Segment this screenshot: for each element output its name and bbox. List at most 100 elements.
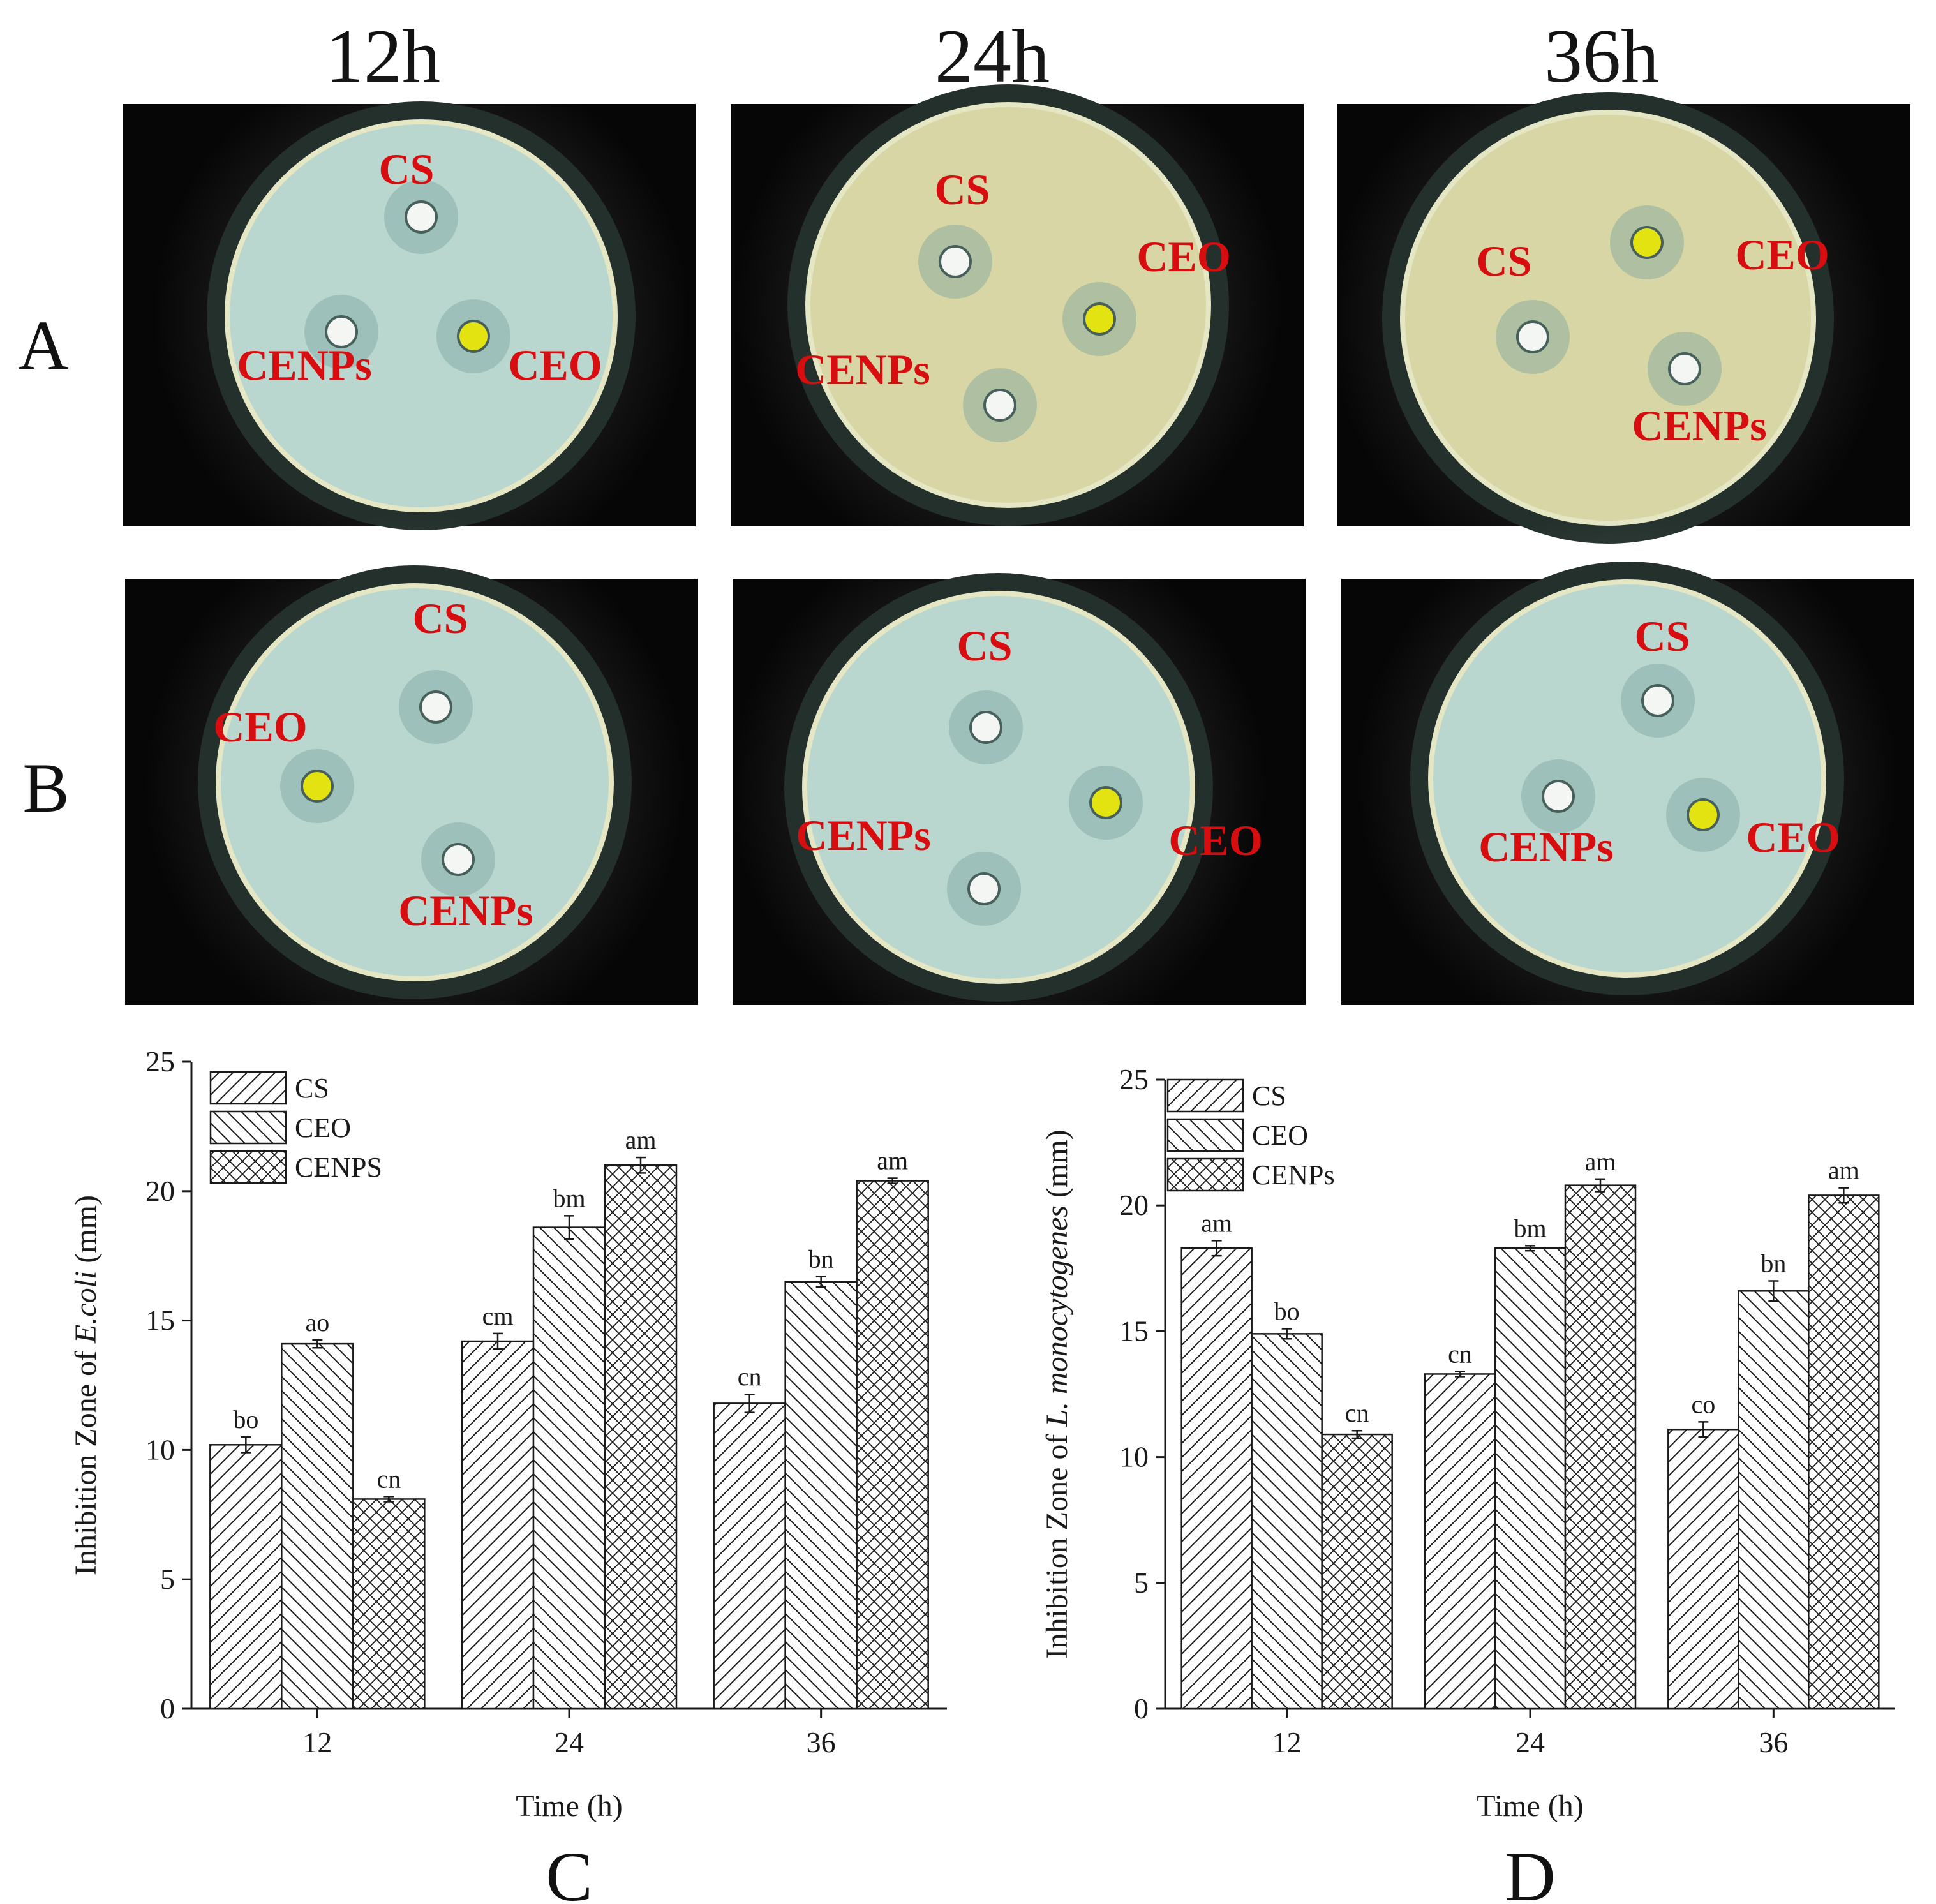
plate-label-ceo: CEO: [1735, 230, 1829, 279]
y-tick-label: 5: [160, 1563, 175, 1595]
plate-photo-a-12h: CS CENPs CEO: [123, 48, 696, 584]
agar-well: [1666, 778, 1740, 852]
legend-label-cs: CS: [1252, 1080, 1286, 1112]
error-bar: [1838, 1187, 1849, 1204]
error-bar: [887, 1177, 898, 1184]
significance-label: cm: [482, 1302, 514, 1330]
error-bar: [1351, 1429, 1362, 1439]
x-axis-title: Time (h): [1477, 1789, 1584, 1823]
bars: am cn co bo bm bn cn am am: [1180, 1147, 1880, 1710]
plate-label-cenps: CENPs: [398, 886, 533, 935]
significance-label: bo: [233, 1405, 258, 1434]
x-axis-title: Time (h): [516, 1789, 623, 1823]
legend-label-ceo: CEO: [1252, 1120, 1308, 1151]
agar-surface: [807, 596, 1190, 979]
bar-cenps-12: [352, 1498, 426, 1710]
significance-label: co: [1691, 1390, 1715, 1418]
agar-surface: [810, 107, 1206, 503]
panel-label-c: C: [546, 1838, 592, 1904]
legend-label-cenps: CENPs: [1252, 1159, 1335, 1191]
significance-label: am: [625, 1126, 657, 1154]
y-axis-title: Inhibition Zone of L. monocytogenes (mm): [1040, 1129, 1074, 1658]
bar-cenps-36: [1808, 1194, 1880, 1710]
plate-label-ceo: CEO: [1168, 816, 1262, 865]
x-tick-label: 12: [302, 1726, 332, 1759]
bar-cs-24: [1424, 1373, 1496, 1710]
significance-label: bm: [553, 1184, 585, 1212]
significance-label: bo: [1274, 1297, 1300, 1325]
agar-well: [1621, 664, 1695, 738]
legend-swatch-cenps: [209, 1150, 287, 1184]
error-bar: [1281, 1328, 1292, 1340]
agar-well: [947, 852, 1021, 926]
plate-label-cenps: CENPs: [795, 345, 930, 394]
agar-well: [1496, 300, 1570, 374]
legend-label-cenps: CENPS: [295, 1152, 382, 1183]
plate-label-cs: CS: [957, 621, 1013, 670]
error-bar: [1525, 1245, 1535, 1252]
y-tick-label: 25: [1119, 1063, 1149, 1096]
x-tick-label: 36: [807, 1726, 836, 1759]
plate-label-cenps: CENPs: [796, 811, 931, 859]
agar-well: [1648, 332, 1722, 406]
error-bar: [1768, 1280, 1779, 1302]
legend: CS CEO CENPS: [209, 1071, 382, 1184]
y-tick-label: 25: [145, 1045, 175, 1078]
plate-label-cs: CS: [935, 165, 990, 214]
bar-cs-36: [713, 1402, 786, 1710]
plate-photos: CS CENPs CEO CS CEO CENPs CS CEO CENPs CS CEO CENPs…: [123, 31, 1914, 1055]
bar-cs-36: [1667, 1428, 1739, 1710]
agar-well: [436, 299, 510, 373]
error-bar: [636, 1156, 646, 1174]
agar-well: [1521, 759, 1595, 833]
plate-photo-a-24h: CS CEO CENPs: [731, 31, 1304, 579]
agar-well: [1062, 282, 1136, 356]
plate-photo-b-24h: CS CENPs CEO: [731, 519, 1306, 1055]
plate-label-ceo: CEO: [1746, 813, 1840, 861]
error-bar: [312, 1339, 323, 1349]
bar-cenps-36: [856, 1180, 929, 1710]
plate-label-ceo: CEO: [1136, 232, 1230, 281]
agar-well: [1069, 766, 1143, 840]
agar-well: [963, 368, 1037, 442]
bars: bo cm cn ao bm bn cn am am: [209, 1126, 929, 1710]
agar-well: [304, 295, 378, 369]
plate-label-cenps: CENPs: [237, 341, 372, 389]
plate-label-cs: CS: [1477, 237, 1532, 285]
plate-photo-b-36h: CS CENPs CEO: [1341, 508, 1914, 1049]
y-tick-label: 20: [1119, 1189, 1149, 1221]
agar-well: [949, 690, 1023, 764]
bar-ceo-24: [532, 1226, 606, 1710]
agar-well: [918, 225, 992, 299]
legend-swatch-cs: [1166, 1078, 1244, 1113]
error-bar: [1698, 1421, 1709, 1438]
agar-surface: [230, 124, 613, 507]
error-bar: [1455, 1371, 1465, 1378]
agar-well: [399, 670, 473, 744]
y-tick-label: 15: [145, 1304, 175, 1337]
agar-well: [384, 180, 458, 254]
legend-label-ceo: CEO: [295, 1112, 351, 1143]
x-tick-label: 24: [1515, 1726, 1545, 1759]
bar-cs-24: [461, 1340, 535, 1710]
agar-surface: [1433, 584, 1821, 972]
row-label-b: B: [22, 749, 69, 827]
panel-label-d: D: [1505, 1838, 1555, 1904]
agar-surface: [1405, 115, 1811, 521]
bar-cs-12: [1180, 1247, 1253, 1710]
y-tick-label: 15: [1119, 1314, 1149, 1347]
bar-cenps-12: [1321, 1433, 1393, 1710]
y-axis-title: Inhibition Zone of E.coli (mm): [69, 1195, 103, 1575]
x-tick-label: 24: [555, 1726, 584, 1759]
significance-label: am: [1585, 1147, 1616, 1176]
bar-ceo-24: [1494, 1247, 1567, 1710]
significance-label: bm: [1514, 1214, 1546, 1242]
plate-label-cenps: CENPs: [1478, 822, 1614, 871]
bar-ceo-36: [1738, 1290, 1810, 1710]
y-tick-label: 5: [1134, 1566, 1149, 1599]
y-tick-label: 0: [160, 1692, 175, 1725]
significance-label: cn: [376, 1464, 401, 1493]
bar-ceo-36: [784, 1281, 858, 1710]
